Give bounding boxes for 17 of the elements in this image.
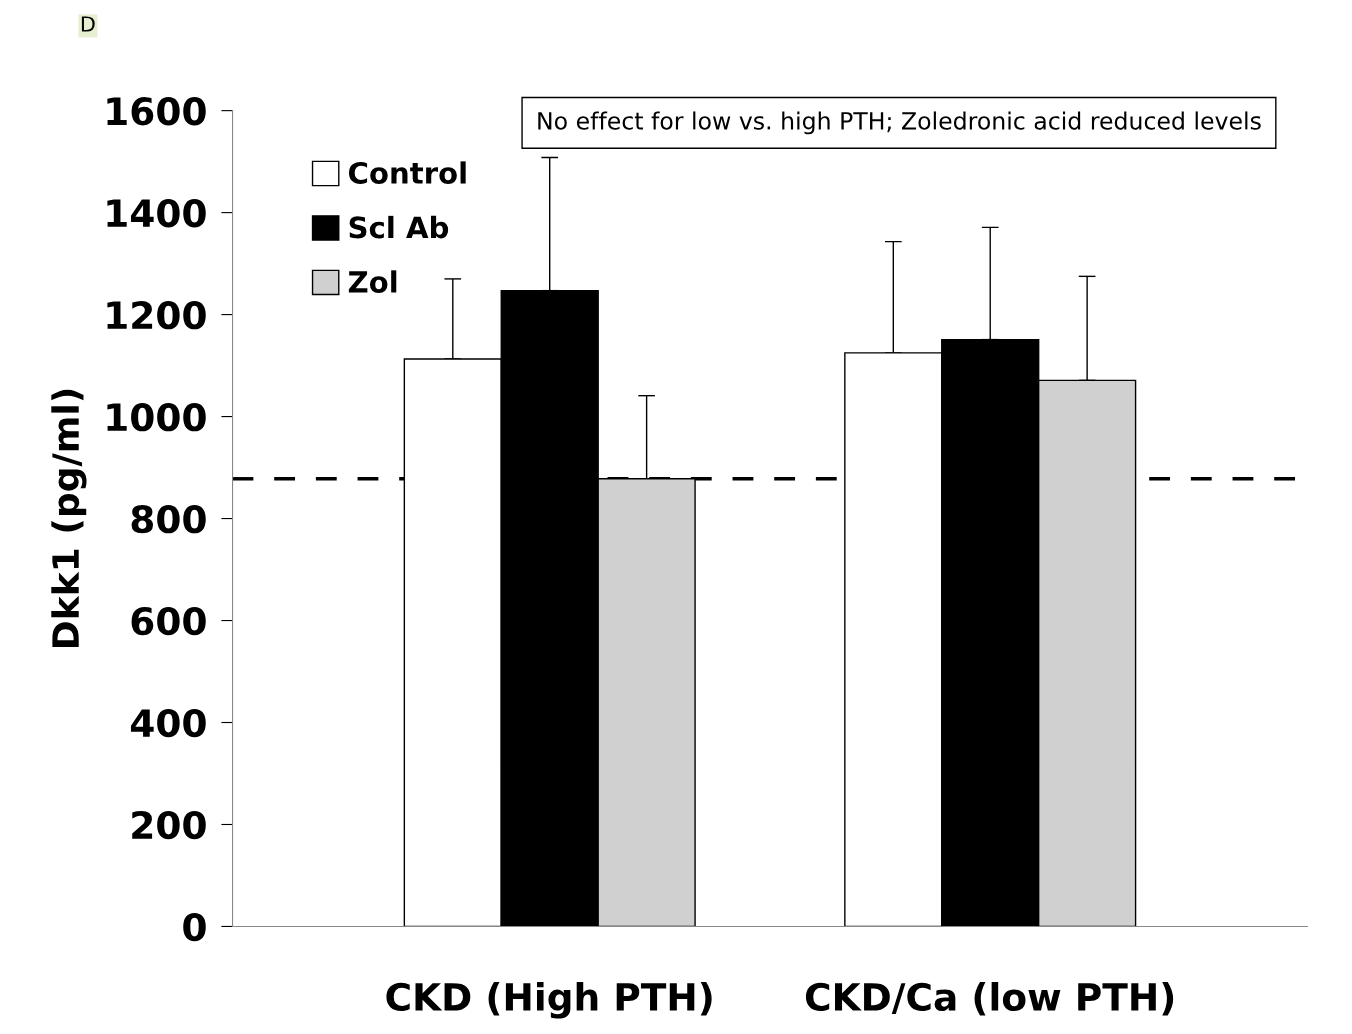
legend-label: Zol [348,270,397,293]
y-tick-label: 1200 [107,301,206,330]
y-tick-label: 1400 [107,199,206,228]
y-axis-title: Dkk1 (pg/ml) [51,389,87,648]
legend-label: Control [348,161,466,184]
legend-label: Scl Ab [349,215,449,239]
x-tick-label: CKD/Ca (low PTH) [805,982,1174,1016]
y-tick-label: 800 [131,504,206,534]
y-tick-label: 400 [130,708,206,738]
y-tick-label: 200 [132,810,206,840]
y-tick-label: 1600 [107,97,206,126]
y-tick-label: 1000 [107,402,206,432]
text: D [81,16,95,32]
y-tick-label: 600 [131,606,206,636]
y-tick-label: 0 [183,912,206,942]
x-tick-label: CKD (High PTH) [386,982,712,1019]
annotation: No effect for low vs. high PTH; Zoledronic acid reduced levels [538,111,1261,135]
